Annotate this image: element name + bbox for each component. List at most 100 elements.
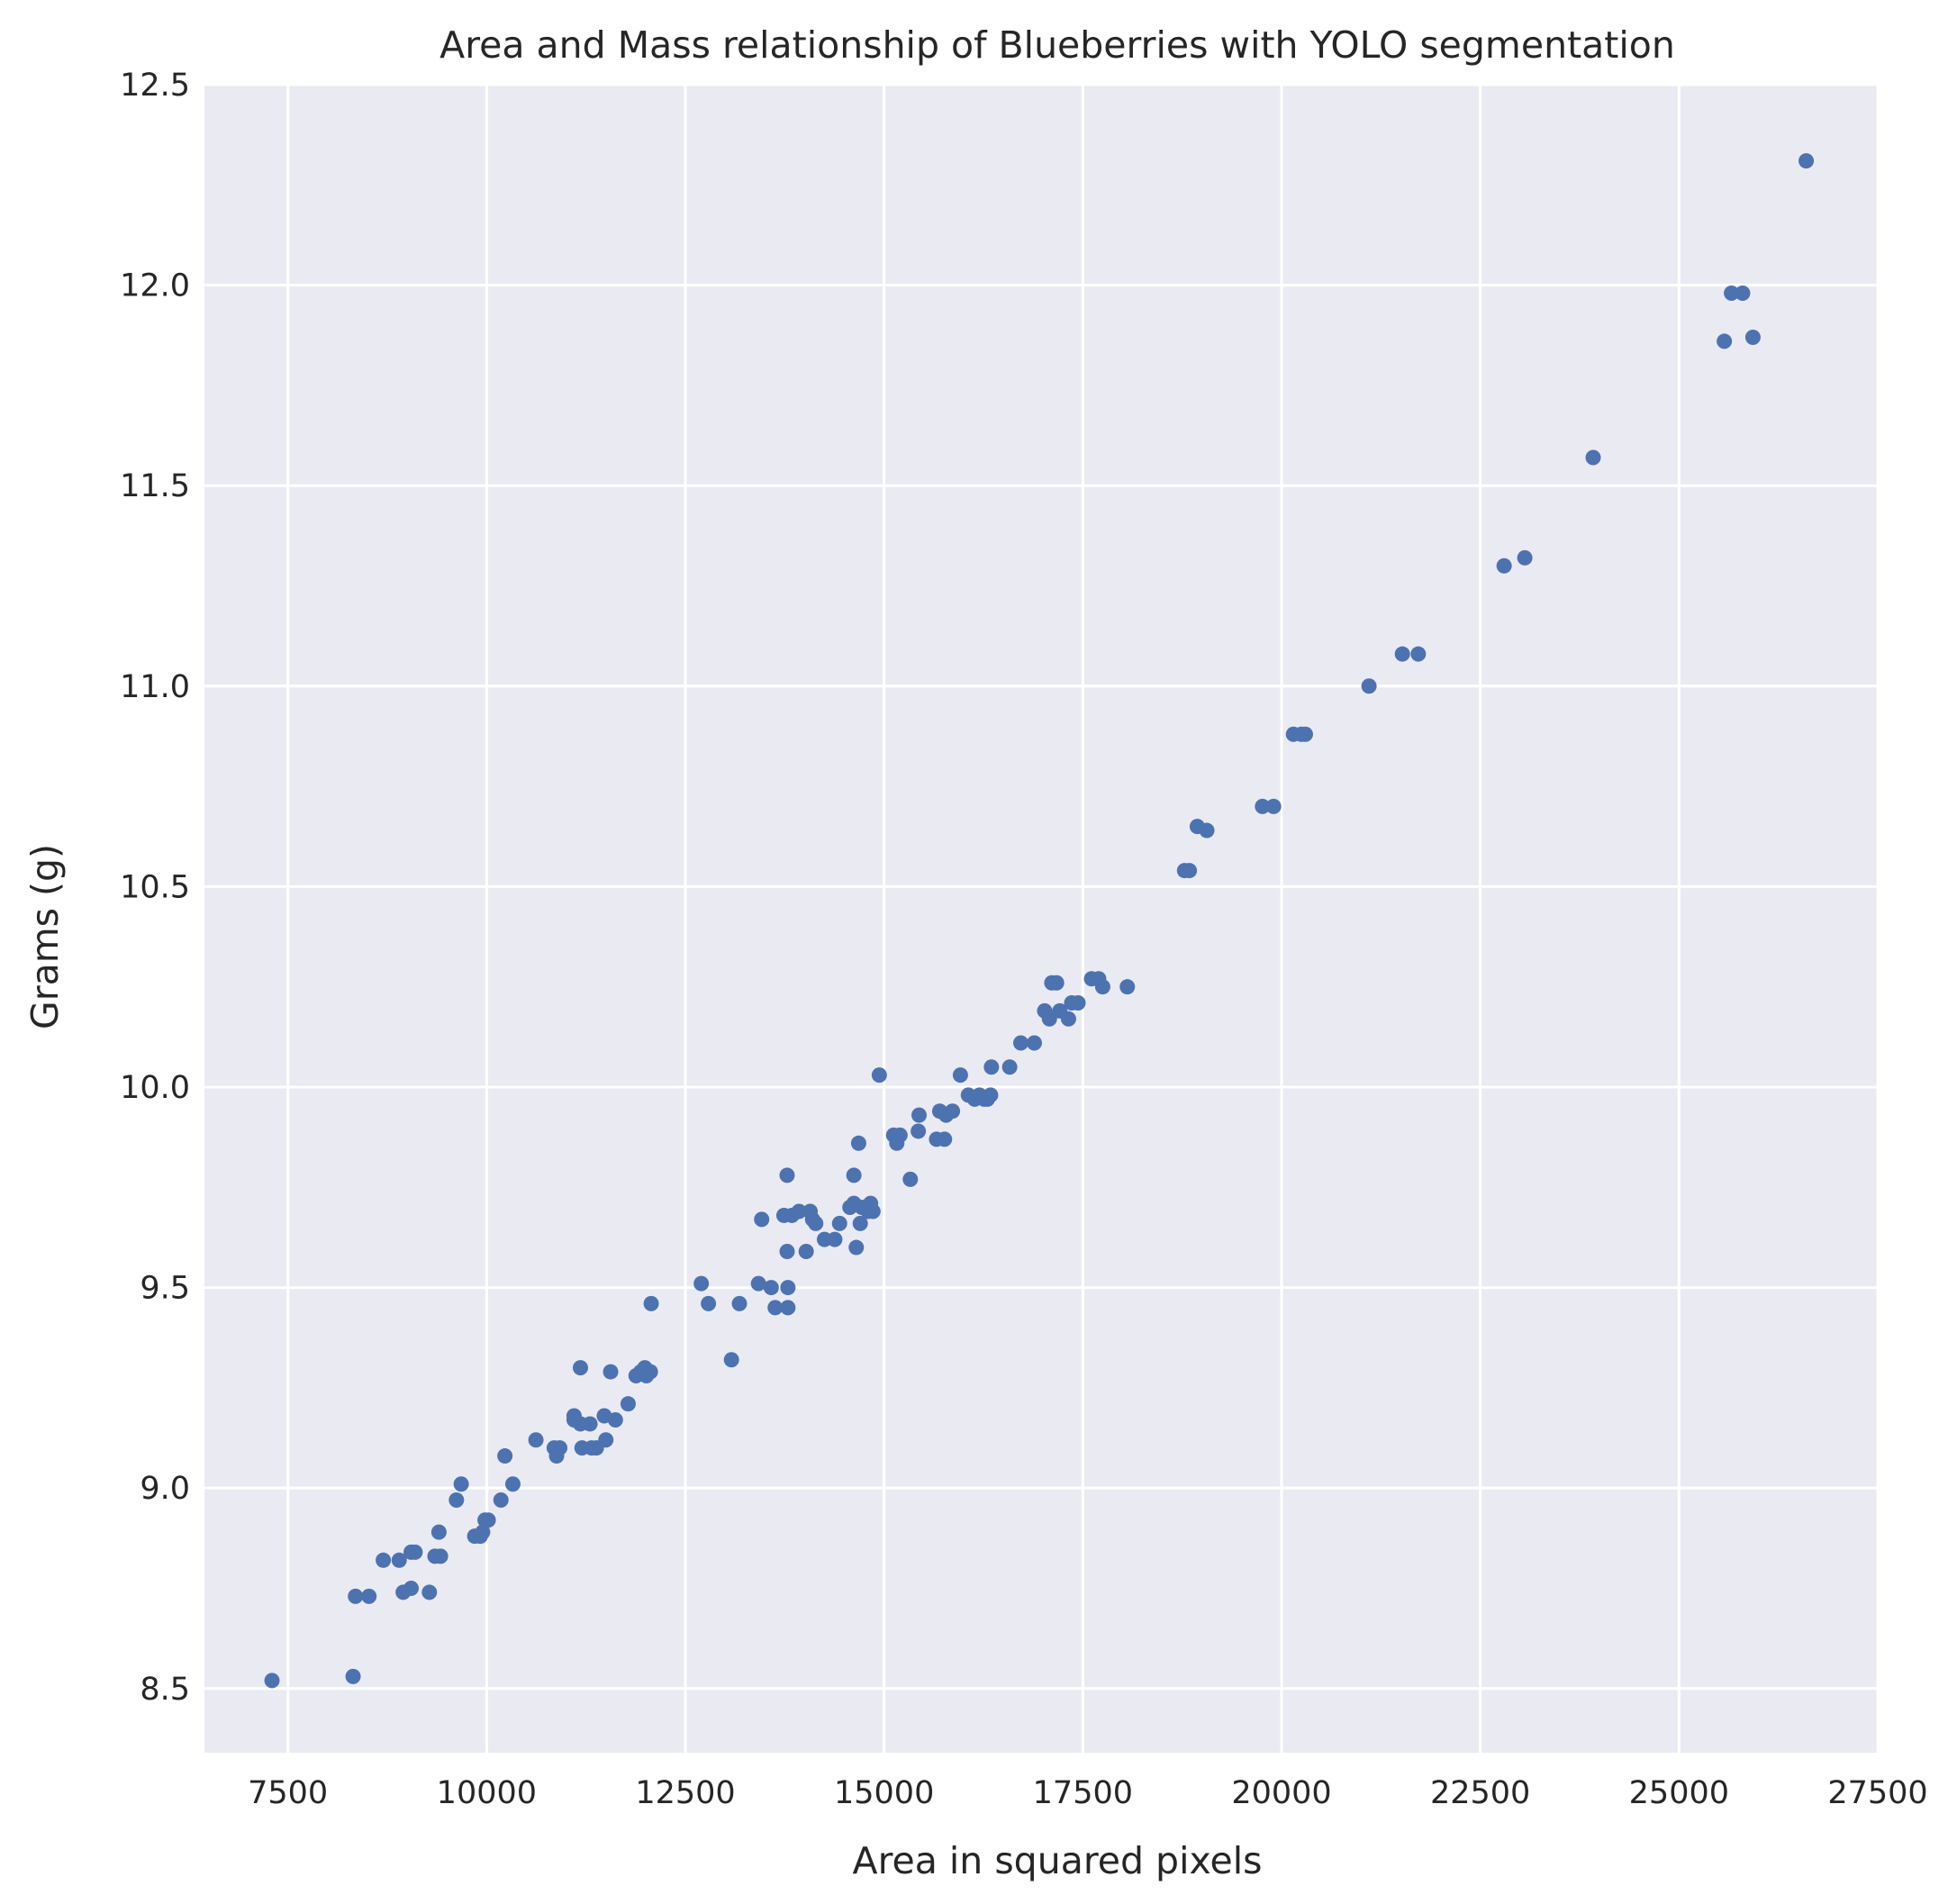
data-point <box>911 1123 927 1139</box>
data-point <box>376 1552 392 1568</box>
x-tick-label: 27500 <box>1827 1775 1927 1811</box>
data-point <box>1265 798 1282 814</box>
y-tick-label: 9.0 <box>140 1471 190 1507</box>
data-point <box>754 1211 770 1228</box>
data-point <box>1094 979 1110 995</box>
data-point <box>865 1203 881 1219</box>
data-point <box>779 1167 795 1183</box>
data-point <box>763 1280 779 1296</box>
data-point <box>1255 798 1271 814</box>
data-point <box>1012 1035 1028 1051</box>
data-point <box>798 1244 814 1260</box>
data-point <box>983 1087 999 1103</box>
data-point <box>937 1131 953 1147</box>
x-tick-label: 7500 <box>248 1775 328 1811</box>
data-point <box>791 1203 807 1219</box>
y-tick-label: 11.5 <box>120 468 190 504</box>
data-point <box>448 1492 465 1509</box>
x-tick-label: 17500 <box>1033 1775 1133 1811</box>
data-point <box>497 1448 513 1464</box>
data-point <box>731 1295 747 1311</box>
data-point <box>945 1103 961 1120</box>
data-point <box>528 1432 544 1448</box>
data-point <box>1182 863 1198 879</box>
data-point <box>779 1244 795 1260</box>
data-point <box>1119 979 1136 995</box>
data-point <box>1585 449 1601 466</box>
data-point <box>750 1275 766 1292</box>
data-point <box>345 1668 361 1684</box>
data-points <box>264 153 1815 1689</box>
data-point <box>1199 822 1215 839</box>
x-tick-labels: 7500 10000 12500 15000 17500 20000 22500 25000 2… <box>248 1775 1928 1811</box>
y-tick-labels: 8.5 9.0 9.5 10.0 10.5 11.0 11.5 12.0 12.5 <box>120 68 190 1708</box>
data-point <box>475 1524 491 1540</box>
data-point <box>1724 286 1740 301</box>
data-point <box>1041 1011 1057 1027</box>
data-point <box>407 1544 423 1560</box>
data-point <box>643 1295 659 1311</box>
data-point <box>693 1275 710 1292</box>
data-point <box>1744 329 1761 345</box>
data-point <box>391 1552 407 1568</box>
data-point <box>780 1280 796 1296</box>
data-point <box>911 1107 928 1123</box>
data-point <box>403 1580 419 1596</box>
data-point <box>1394 646 1410 662</box>
y-tick-label: 11.0 <box>120 669 190 705</box>
data-point <box>1517 549 1533 566</box>
data-point <box>607 1411 623 1428</box>
data-point <box>852 1215 868 1231</box>
data-point <box>983 1059 1000 1075</box>
y-tick-label: 10.0 <box>120 1070 190 1106</box>
data-point <box>348 1588 364 1604</box>
data-point <box>723 1352 739 1368</box>
data-point <box>1070 994 1086 1011</box>
data-point <box>952 1067 968 1083</box>
data-point <box>1410 646 1427 662</box>
data-point <box>892 1127 908 1143</box>
data-point <box>361 1588 377 1604</box>
x-tick-label: 10000 <box>437 1775 537 1811</box>
data-point <box>598 1432 614 1448</box>
x-tick-label: 20000 <box>1231 1775 1331 1811</box>
y-tick-label: 12.0 <box>120 268 190 304</box>
x-axis-label: Area in squared pixels <box>853 1839 1263 1882</box>
data-point <box>902 1171 919 1187</box>
data-point <box>582 1416 598 1432</box>
data-point <box>493 1492 509 1509</box>
data-point <box>848 1239 865 1256</box>
x-tick-label: 22500 <box>1430 1775 1530 1811</box>
y-tick-label: 10.5 <box>120 869 190 905</box>
data-point <box>1026 1035 1042 1051</box>
data-point <box>453 1476 469 1492</box>
data-point <box>264 1673 280 1689</box>
data-point <box>846 1167 862 1183</box>
x-tick-label: 25000 <box>1629 1775 1729 1811</box>
grid-lines <box>204 83 1880 1753</box>
data-point <box>430 1524 447 1540</box>
data-point <box>432 1548 448 1564</box>
data-point <box>1297 726 1313 742</box>
data-point <box>871 1067 887 1083</box>
data-point <box>1361 678 1377 694</box>
x-tick-label: 15000 <box>834 1775 934 1811</box>
data-point <box>1735 286 1751 301</box>
data-point <box>1048 975 1065 991</box>
y-tick-label: 12.5 <box>120 68 190 104</box>
data-point <box>780 1300 796 1316</box>
y-axis-label: Grams (g) <box>23 844 67 1029</box>
data-point <box>421 1584 438 1600</box>
data-point <box>831 1215 847 1231</box>
data-point <box>504 1476 521 1492</box>
data-point <box>850 1135 866 1151</box>
data-point <box>1001 1059 1018 1075</box>
data-point <box>827 1231 843 1247</box>
plot-area <box>204 85 1878 1753</box>
data-point <box>1717 333 1733 349</box>
data-point <box>620 1396 636 1412</box>
data-point <box>552 1440 568 1456</box>
data-point <box>1496 558 1512 574</box>
data-point <box>1798 153 1815 169</box>
